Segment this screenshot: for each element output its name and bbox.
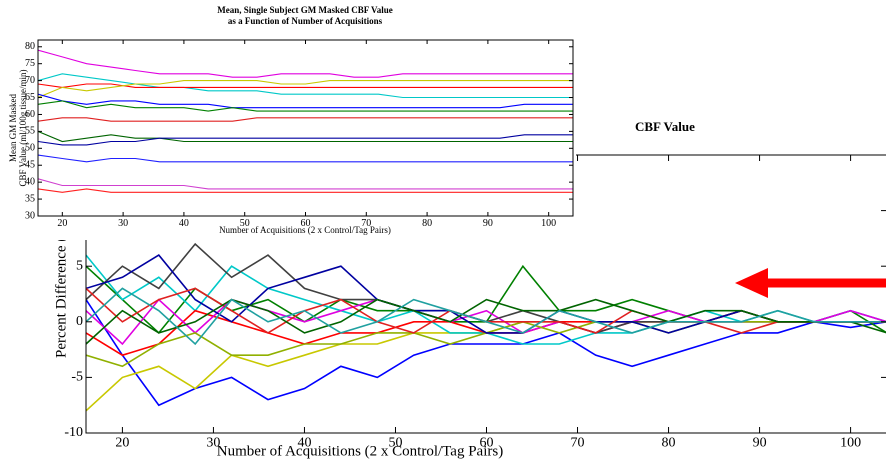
x-tick-label: 60 (480, 436, 494, 451)
y-tick-label: 50 (25, 143, 35, 154)
y-tick-label: 45 (25, 160, 35, 171)
y-tick-label: 5 (76, 258, 83, 273)
y-tick-label: -5 (71, 370, 83, 385)
series-line (38, 80, 573, 99)
x-tick-label: 30 (206, 436, 220, 451)
y-tick-label: 30 (25, 210, 35, 221)
y-tick-label: 75 (25, 58, 35, 69)
x-tick-label: 100 (840, 436, 861, 451)
series-line (38, 73, 573, 99)
chart-title: CBF Value (635, 119, 695, 134)
series-line (86, 298, 886, 345)
x-tick-label: 40 (179, 218, 189, 229)
y-tick-label: 80 (25, 41, 35, 52)
arrow-head (735, 268, 768, 298)
x-tick-label: 70 (361, 218, 371, 229)
series-line (86, 287, 886, 346)
chart-title: Mean, Single Subject GM Masked CBF Value (217, 5, 392, 15)
inset-background (0, 0, 576, 240)
x-tick-label: 50 (388, 436, 402, 451)
series-line (38, 154, 573, 163)
x-tick-label: 20 (115, 436, 129, 451)
y-axis-label: Percent Difference (% (53, 224, 69, 358)
y-axis-label: Mean GM Masked (8, 94, 18, 162)
x-tick-label: 30 (118, 218, 128, 229)
series-line (38, 100, 573, 112)
y-tick-label: 55 (25, 126, 35, 137)
y-tick-label: 60 (25, 109, 35, 120)
x-tick-label: 90 (483, 218, 493, 229)
y-tick-label: 0 (76, 314, 83, 329)
x-tick-label: 80 (662, 436, 676, 451)
series-line (38, 130, 573, 143)
series-line (38, 188, 573, 193)
series-line (86, 299, 886, 407)
y-tick-label: 35 (25, 193, 35, 204)
y-axis-label: CBF Value (ml/100g tissue/min) (18, 69, 28, 186)
y-tick-label: -10 (64, 425, 83, 440)
x-tick-label: 40 (297, 436, 311, 451)
series-line (38, 178, 573, 190)
chart-title: as a Function of Number of Acquisitions (228, 16, 383, 26)
x-tick-label: 90 (753, 436, 767, 451)
y-tick-label: 65 (25, 92, 35, 103)
series-line (38, 93, 573, 109)
x-tick-label: 50 (240, 218, 250, 229)
arrow (735, 268, 886, 298)
x-axis-label: Number of Acquisitions (2 x Control/Tag … (217, 443, 503, 459)
y-tick-label: 40 (25, 176, 35, 187)
series-line (38, 134, 573, 146)
x-axis-label: Number of Acquisitions (2 x Control/Tag … (219, 225, 391, 235)
series-line (38, 83, 573, 88)
series-line (38, 117, 573, 122)
y-tick-label: 70 (25, 75, 35, 86)
x-tick-label: 60 (301, 218, 311, 229)
x-tick-label: 80 (422, 218, 432, 229)
x-tick-label: 70 (571, 436, 585, 451)
inset-chart: 20 30 40 50 60 70 80 90 100 30 35 40 45 50 55 60 65 70 75 8… (8, 5, 574, 235)
series-line (38, 49, 573, 78)
x-tick-label: 100 (541, 218, 556, 229)
x-tick-label: 20 (57, 218, 67, 229)
